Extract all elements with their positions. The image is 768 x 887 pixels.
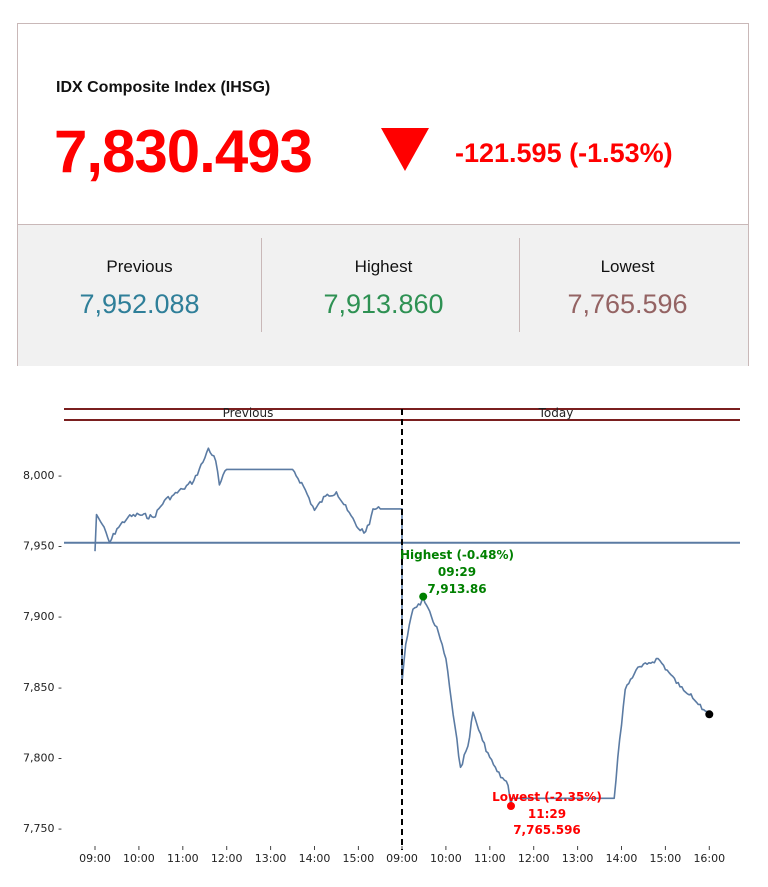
highest-marker xyxy=(419,592,428,601)
x-tick-label: 11:00 xyxy=(474,852,506,865)
x-tick-label: 14:00 xyxy=(299,852,331,865)
index-title: IDX Composite Index (IHSG) xyxy=(56,79,271,96)
x-tick-label: 09:00 xyxy=(79,852,111,865)
stat-previous-value: 7,952.088 xyxy=(79,289,200,319)
y-axis: 7,750 - 7,800 - 7,850 - 7,900 - 7,950 - 8,000… xyxy=(23,469,62,835)
x-tick-label: 13:00 xyxy=(255,852,287,865)
x-tick-label: 15:00 xyxy=(343,852,375,865)
x-tick-label: 10:00 xyxy=(123,852,155,865)
x-tick-label: 12:00 xyxy=(518,852,550,865)
intraday-chart: Previous Today 7,750 - 7,800 - 7,850 - 7,90… xyxy=(0,380,768,887)
price-change: -121.595 (-1.53%) xyxy=(455,138,673,168)
y-tick-label: 8,000 - xyxy=(23,469,62,482)
index-summary-card: IDX Composite Index (IHSG) 7,830.493 -12… xyxy=(17,23,749,366)
previous-day-line xyxy=(94,447,403,683)
lowest-marker xyxy=(507,802,515,810)
lowest-value: 7,765.596 xyxy=(513,823,581,837)
stat-lowest-value: 7,765.596 xyxy=(567,289,688,319)
x-tick-label: 16:00 xyxy=(693,852,725,865)
highest-value: 7,913.86 xyxy=(427,582,486,596)
current-price: 7,830.493 xyxy=(54,118,313,185)
stat-previous: Previous 7,952.088 xyxy=(18,225,261,366)
x-tick-label: 11:00 xyxy=(167,852,199,865)
stat-lowest: Lowest 7,765.596 xyxy=(506,225,749,366)
stat-highest: Highest 7,913.860 xyxy=(262,225,505,366)
x-axis: 09:00 10:00 11:00 12:00 13:00 14:00 15:00 09:00… xyxy=(79,846,725,865)
y-tick-label: 7,800 - xyxy=(23,751,62,764)
last-price-marker xyxy=(705,710,714,719)
y-tick-label: 7,900 - xyxy=(23,610,62,623)
x-tick-label: 14:00 xyxy=(606,852,638,865)
stat-lowest-label: Lowest xyxy=(600,257,655,276)
x-tick-label: 12:00 xyxy=(211,852,243,865)
stats-row: Previous 7,952.088 Highest 7,913.860 Low… xyxy=(18,225,748,366)
lowest-time: 11:29 xyxy=(528,807,566,821)
y-tick-label: 7,750 - xyxy=(23,822,62,835)
y-tick-label: 7,850 - xyxy=(23,681,62,694)
lowest-label: Lowest (-2.35%) xyxy=(492,790,602,804)
stat-divider xyxy=(519,238,520,332)
today-line xyxy=(401,595,710,807)
highest-label: Highest (-0.48%) xyxy=(400,548,514,562)
index-header: IDX Composite Index (IHSG) 7,830.493 -12… xyxy=(18,24,748,225)
y-tick-label: 7,950 - xyxy=(23,540,62,553)
highest-time: 09:29 xyxy=(438,565,476,579)
x-tick-label: 09:00 xyxy=(386,852,418,865)
stat-divider xyxy=(261,238,262,332)
x-tick-label: 15:00 xyxy=(650,852,682,865)
stat-highest-label: Highest xyxy=(354,257,413,276)
stat-previous-label: Previous xyxy=(106,257,173,276)
x-tick-label: 10:00 xyxy=(430,852,462,865)
panel-label-today: Today xyxy=(538,406,574,420)
down-triangle-icon xyxy=(381,128,429,171)
panel-label-previous: Previous xyxy=(223,406,274,420)
stat-highest-value: 7,913.860 xyxy=(323,289,444,319)
x-tick-label: 13:00 xyxy=(562,852,594,865)
